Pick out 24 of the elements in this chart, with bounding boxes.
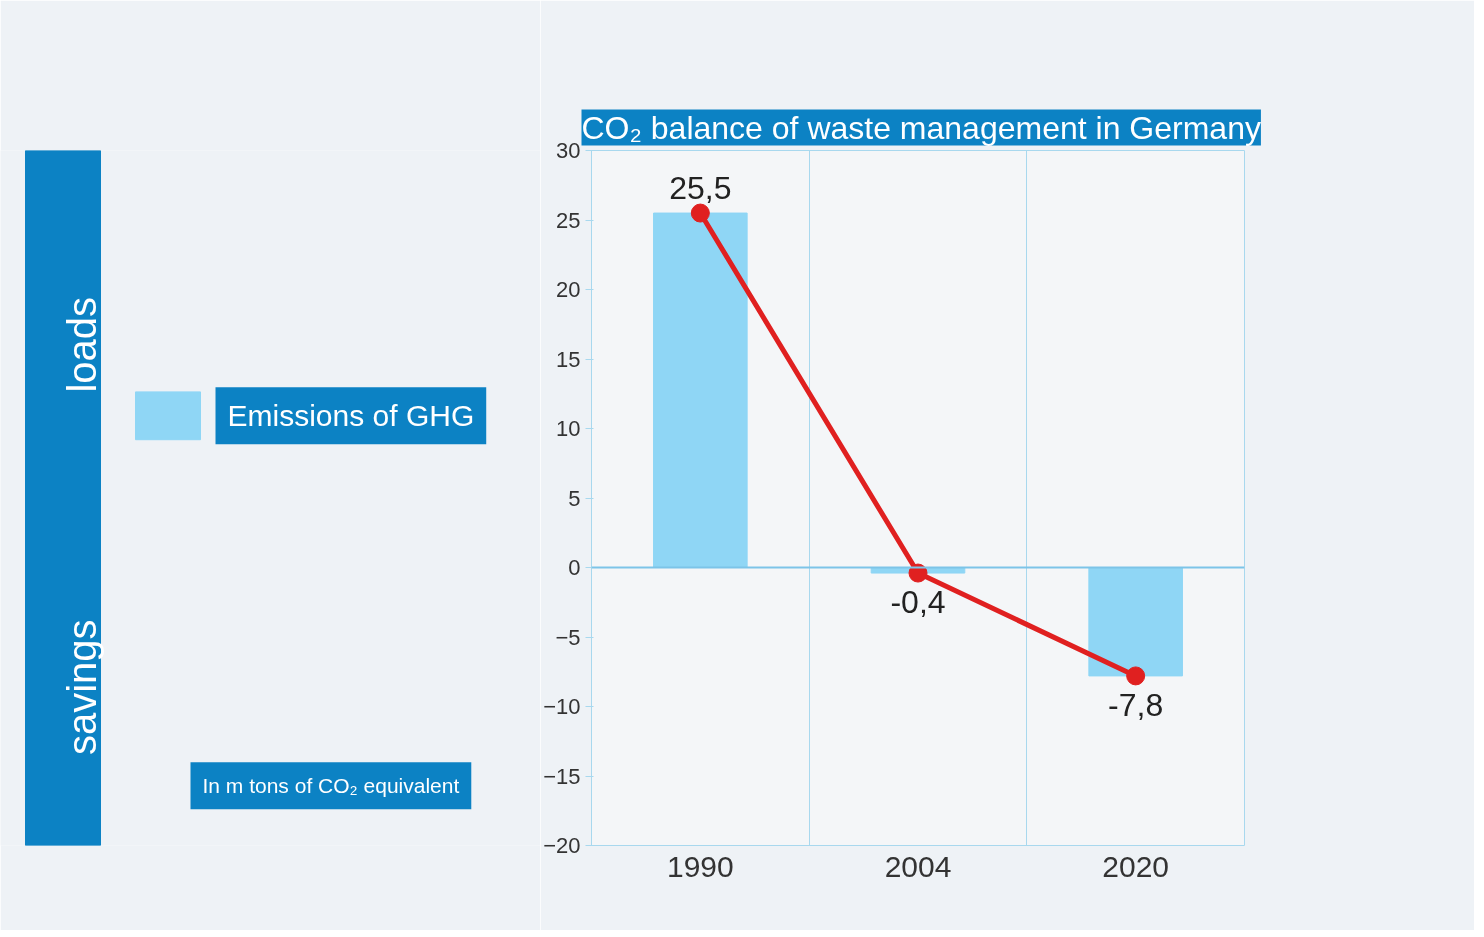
y-tick-label: −10 [543,694,581,719]
x-tick-label: 2020 [1102,849,1170,883]
y-tick-label: 30 [556,138,581,163]
y-tick-label: 20 [556,277,581,302]
y-tick-label: −5 [555,624,581,650]
point [1126,666,1146,686]
y-tick-label: −15 [543,763,581,789]
y-tick-label: 15 [556,346,581,372]
data-label: -7,8 [1108,686,1164,723]
y-tick-label: 0 [568,555,581,580]
x-tick-label: 2004 [884,849,952,883]
chart-title: CO₂ balance of waste management in Germany [581,109,1261,146]
point [690,203,710,223]
legend-label: Emissions of GHG [227,399,475,433]
text: loads [60,296,105,393]
data-label: -0,4 [890,584,946,621]
y-tick-label: −20 [543,833,581,858]
text: savings [60,619,105,756]
y-tick-label: 25 [556,207,581,233]
text: In m tons of CO₂ equivalent [202,774,460,798]
x-tick-label: 1990 [666,849,734,883]
y-tick-label: 5 [568,485,581,511]
y-tick-label: 10 [556,416,581,441]
data-label: 25,5 [669,170,732,207]
